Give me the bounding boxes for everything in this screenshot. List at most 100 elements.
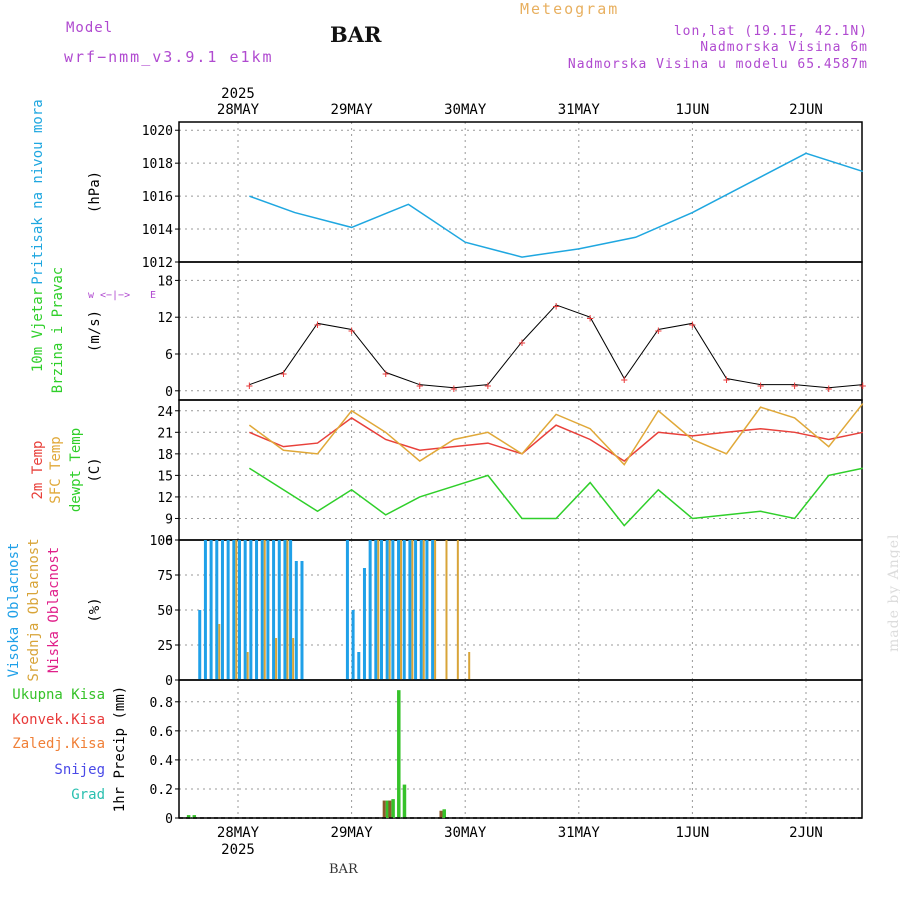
wind-speed-marker: +	[518, 336, 525, 350]
wind-speed-marker: +	[587, 311, 594, 325]
y-axis-label: 1hr Precip (mm)	[112, 686, 128, 812]
y-tick-label: 6	[165, 348, 173, 363]
cloud-high-bar	[419, 540, 423, 680]
cloud-high-bar	[345, 540, 349, 680]
cloud-high-bar	[266, 540, 270, 680]
precip-total-bar	[186, 815, 191, 818]
station-title: BAR	[330, 22, 382, 47]
bottom-date-label: 30MAY	[444, 825, 487, 841]
cloud-high-bar	[260, 540, 264, 680]
cloud-high-bar	[283, 540, 287, 680]
cloud-mid-bar	[235, 540, 238, 680]
side-label-precip-0: Ukupna Kisa	[12, 687, 105, 703]
model-name: wrf−nmm_v3.9.1 e1km	[64, 48, 274, 66]
y-tick-label: 9	[165, 512, 173, 527]
side-label-precip-1: Konvek.Kisa	[12, 712, 105, 728]
y-tick-label: 0	[165, 674, 173, 689]
wind-speed-marker: +	[859, 379, 866, 393]
wind-speed-marker: +	[450, 382, 457, 396]
y-tick-label: 1014	[142, 223, 173, 238]
cloud-high-bar	[431, 540, 435, 680]
panel-frame	[178, 121, 863, 263]
cloud-high-bar	[380, 540, 383, 680]
cloud-high-bar	[198, 610, 202, 680]
wind-speed-marker: +	[689, 317, 696, 331]
cloud-mid-bar	[246, 652, 249, 680]
precip-total-bar	[192, 815, 197, 818]
wind-speed-marker: +	[825, 382, 832, 396]
cloud-mid-bar	[377, 540, 380, 680]
cloud-high-bar	[255, 540, 259, 680]
cloud-high-bar	[294, 561, 298, 680]
top-date-label: 29MAY	[331, 102, 374, 118]
side-label-cloud-1: Srednja Oblacnost	[26, 538, 42, 681]
cloud-high-bar	[362, 568, 366, 680]
cloud-high-bar	[414, 540, 418, 680]
temp-line-t2m	[249, 417, 863, 462]
cloud-high-bar	[408, 540, 412, 680]
cloud-high-bar	[243, 540, 247, 680]
cloud-high-bar	[425, 540, 429, 680]
cloud-mid-bar	[411, 540, 414, 680]
y-tick-label: 1012	[142, 256, 173, 271]
wind-speed-marker: +	[246, 379, 253, 393]
cloud-high-bar	[357, 652, 361, 680]
cloud-high-bar	[249, 540, 253, 680]
precip-total-bar	[385, 800, 390, 818]
cloud-high-bar	[238, 540, 241, 680]
precip-conv-bar	[439, 810, 443, 818]
side-label-cloud-0: Visoka Oblacnost	[6, 543, 22, 678]
y-tick-label: 0.4	[150, 754, 174, 769]
precip-total-bar	[397, 690, 401, 818]
side-label-precip-4: Grad	[71, 787, 105, 803]
panel-frame	[178, 679, 863, 819]
top-date-label: 28MAY	[217, 102, 260, 118]
y-tick-label: 12	[157, 491, 173, 506]
top-date-label: 31MAY	[558, 102, 601, 118]
wind-speed-marker: +	[552, 299, 559, 313]
y-tick-label: 1020	[142, 124, 173, 139]
y-tick-label: 21	[157, 426, 173, 441]
cloud-mid-bar	[218, 624, 221, 680]
cloud-mid-bar	[263, 540, 266, 680]
wind-speed-marker: +	[314, 317, 321, 331]
side-label-wind-2: Brzina i Pravac	[50, 267, 66, 393]
cloud-mid-bar	[445, 540, 448, 680]
wind-speed-marker: +	[382, 366, 389, 380]
y-tick-label: 50	[157, 604, 173, 619]
bottom-date-label: 1JUN	[676, 825, 710, 841]
cloud-high-bar	[272, 540, 276, 680]
wind-dir-e: E	[150, 290, 156, 301]
side-label-precip-2: Zaledj.Kisa	[12, 736, 105, 752]
elevation-label: Nadmorska Visina 6m	[700, 40, 868, 55]
cloud-high-bar	[397, 540, 401, 680]
model-label: Model	[66, 20, 114, 36]
panel-frame	[178, 399, 863, 541]
y-tick-label: 6	[165, 534, 173, 549]
top-date-label: 2JUN	[789, 102, 823, 118]
wind-speed-marker: +	[621, 373, 628, 387]
wind-speed-marker: +	[280, 366, 287, 380]
y-tick-label: 0	[165, 812, 173, 827]
cloud-mid-bar	[468, 652, 471, 680]
y-axis-label: (C)	[87, 457, 103, 482]
wind-dir-w: w	[88, 290, 95, 301]
precip-total-bar	[442, 809, 446, 818]
y-tick-label: 0.8	[150, 696, 173, 711]
bottom-date-label: 2JUN	[789, 825, 823, 841]
cloud-mid-bar	[400, 540, 403, 680]
wind-speed-marker: +	[655, 323, 662, 337]
side-label-pressure: Pritisak na nivou mora	[30, 99, 46, 284]
side-label-temp-2: dewpt Temp	[68, 428, 84, 512]
bottom-date-label: 31MAY	[558, 825, 601, 841]
cloud-high-bar	[215, 540, 219, 680]
cloud-high-bar	[209, 540, 213, 680]
wind-speed-marker: +	[484, 379, 491, 393]
cloud-high-bar	[277, 540, 281, 680]
bottom-date-label: 28MAY	[217, 825, 260, 841]
y-tick-label: 1016	[142, 190, 173, 205]
cloud-mid-bar	[434, 540, 437, 680]
cloud-high-bar	[385, 540, 389, 680]
cloud-mid-bar	[292, 638, 295, 680]
y-tick-label: 1018	[142, 157, 173, 172]
